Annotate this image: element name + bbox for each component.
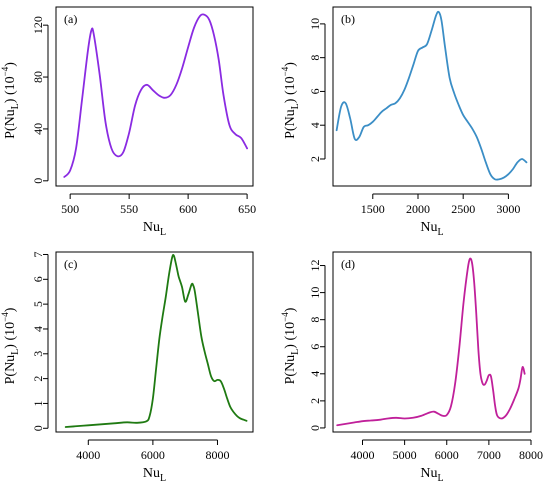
- y-tick-label: 7: [31, 251, 45, 257]
- x-tick-label: 600: [179, 202, 197, 216]
- y-tick-label: 3: [31, 351, 45, 357]
- series-line: [335, 10, 528, 181]
- x-tick-label: 2500: [451, 202, 475, 216]
- y-tick-label: 10: [308, 287, 322, 299]
- x-tick-label: 6000: [141, 448, 165, 462]
- x-axis-title: NuL: [420, 466, 443, 483]
- x-tick-label: 2000: [406, 202, 430, 216]
- panel-b: 1500 2000 2500 3000 2 4 6 8 10 NuL P(NuL) (10−4) (b…: [280, 6, 532, 238]
- y-tick-label: 6: [308, 344, 322, 350]
- y-tick-label: 0: [308, 425, 322, 431]
- x-tick-label: 8000: [205, 448, 229, 462]
- y-tick-label: 6: [308, 88, 322, 94]
- y-tick-label: 12: [308, 260, 322, 272]
- x-tick-label: 500: [61, 202, 79, 216]
- x-tick-label: 6000: [435, 448, 459, 462]
- x-tick-label: 3000: [496, 202, 520, 216]
- y-tick-label: 40: [31, 123, 45, 135]
- series-line: [63, 13, 248, 178]
- y-tick-label: 4: [308, 122, 322, 128]
- x-axis-title: NuL: [143, 220, 166, 238]
- plot-frame: [332, 251, 532, 433]
- x-tick-label: 1500: [361, 202, 385, 216]
- panel-label: (a): [64, 12, 77, 26]
- y-axis-title: P(NuL) (10−4): [0, 307, 21, 384]
- x-tick-label: 4000: [350, 448, 374, 462]
- x-tick-label: 4000: [76, 448, 100, 462]
- x-axis-title: NuL: [143, 466, 166, 483]
- y-tick-label: 8: [308, 55, 322, 61]
- y-tick-label: 5: [31, 301, 45, 307]
- x-tick-label: 550: [120, 202, 138, 216]
- panel-label: (c): [64, 257, 77, 271]
- y-tick-label: 4: [308, 371, 322, 377]
- y-tick-label: 2: [31, 376, 45, 382]
- x-tick-label: 7000: [477, 448, 501, 462]
- series-line: [336, 257, 526, 427]
- x-axis-title: NuL: [420, 220, 443, 238]
- y-tick-label: 2: [308, 156, 322, 162]
- panel-a: 500 550 600 650 0 40 80 120 NuL P(NuL) (10−4) (a): [0, 6, 256, 238]
- plot-frame: [55, 6, 254, 187]
- plot-frame: [55, 251, 254, 433]
- y-axis-title: P(NuL) (10−4): [0, 62, 21, 139]
- panel-label: (b): [341, 12, 355, 26]
- y-tick-label: 4: [31, 326, 45, 332]
- y-tick-label: 0: [31, 178, 45, 184]
- y-tick-label: 120: [31, 16, 45, 34]
- y-tick-label: 6: [31, 276, 45, 282]
- y-axis-title: P(NuL) (10−4): [280, 62, 301, 139]
- panel-label: (d): [341, 257, 355, 271]
- series-line: [64, 253, 248, 428]
- x-tick-label: 8000: [519, 448, 543, 462]
- y-tick-label: 2: [308, 398, 322, 404]
- panel-d: 4000 5000 6000 7000 8000 0 2 4 6 8 10 12 NuL P(NuL) (…: [280, 251, 543, 483]
- x-tick-label: 650: [238, 202, 256, 216]
- panel-c: 4000 6000 8000 0 1 2 3 4 5 6 7 NuL P(NuL) (10−4) (c): [0, 251, 254, 483]
- y-tick-label: 1: [31, 400, 45, 406]
- x-tick-label: 5000: [393, 448, 417, 462]
- y-tick-label: 10: [308, 18, 322, 30]
- y-tick-label: 0: [31, 425, 45, 431]
- y-tick-label: 8: [308, 317, 322, 323]
- plot-frame: [332, 6, 532, 187]
- y-axis-title: P(NuL) (10−4): [280, 307, 301, 384]
- y-tick-label: 80: [31, 71, 45, 83]
